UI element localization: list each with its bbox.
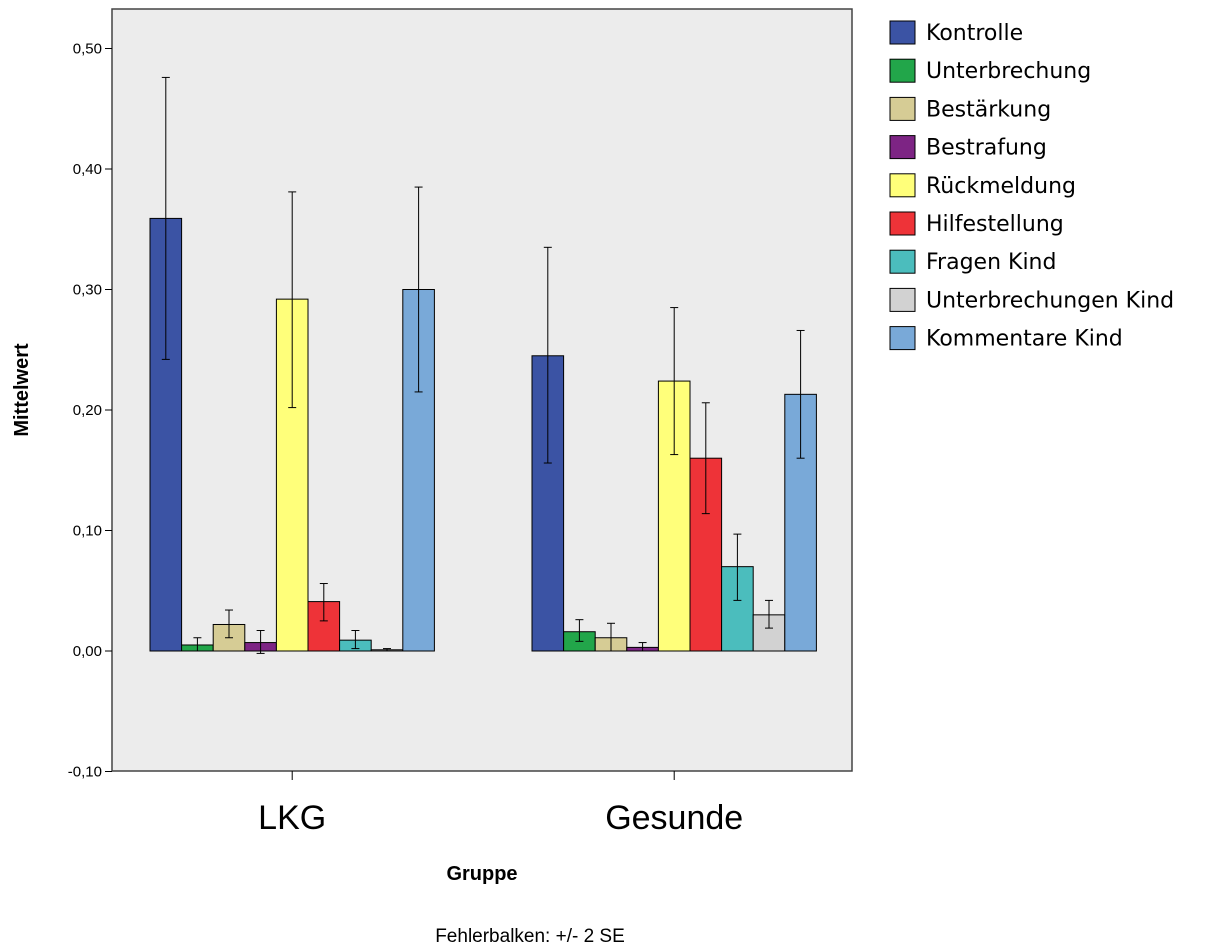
y-axis: -0,10 0,00 0,10 0,20 0,30 0,40 0,50 [68, 41, 112, 781]
legend-swatch [889, 326, 916, 351]
legend-swatch [889, 96, 916, 121]
legend-swatch [889, 211, 916, 236]
legend-label: Rückmeldung [926, 174, 1076, 199]
y-tick-label: 0,20 [73, 402, 102, 419]
error-bar [796, 329, 805, 459]
legend-item: Rückmeldung [889, 173, 1076, 199]
error-bar [543, 246, 552, 464]
legend-label: Unterbrechungen Kind [926, 288, 1174, 313]
legend-label: Kontrolle [926, 21, 1023, 46]
legend-swatch [889, 20, 916, 45]
legend-label: Hilfestellung [926, 212, 1064, 237]
legend-label: Fragen Kind [926, 250, 1056, 275]
error-bar [256, 630, 265, 654]
y-tick-label: 0,30 [73, 282, 102, 299]
x-category-label: LKG [258, 799, 326, 837]
legend-item: Kontrolle [889, 20, 1023, 46]
y-tick-label: 0,00 [73, 643, 102, 660]
error-bar [414, 186, 423, 393]
error-bar-footnote: Fehlerbalken: +/- 2 SE [435, 926, 625, 947]
error-bar [733, 533, 742, 601]
error-bar [225, 609, 233, 639]
error-bar [319, 583, 328, 622]
legend-label: Bestrafung [926, 136, 1047, 161]
legend-swatch [889, 249, 916, 274]
legend-item: Bestrafung [889, 135, 1047, 161]
legend-item: Kommentare Kind [889, 326, 1123, 352]
error-bar [701, 402, 710, 515]
error-bar [351, 630, 360, 650]
legend-label: Kommentare Kind [926, 327, 1123, 352]
legend-swatch [889, 173, 916, 198]
error-bar [193, 637, 202, 652]
error-bar [765, 599, 773, 629]
legend-label: Unterbrechung [926, 59, 1091, 84]
legend-swatch [889, 287, 916, 312]
error-bar [383, 648, 391, 652]
error-bar [161, 76, 170, 360]
y-tick-label: 0,10 [73, 523, 102, 540]
legend-item: Hilfestellung [889, 211, 1064, 237]
legend-item: Bestärkung [889, 96, 1051, 122]
y-tick-label: 0,50 [73, 41, 102, 58]
error-bar [670, 307, 679, 456]
error-bars [161, 76, 805, 654]
x-axis: LKG Gesunde [258, 771, 743, 837]
y-tick-label: -0,10 [68, 764, 102, 781]
plot-area [111, 8, 853, 772]
legend-label: Bestärkung [926, 97, 1051, 122]
error-bar [607, 622, 615, 652]
legend-item: Unterbrechungen Kind [889, 287, 1174, 313]
y-tick-label: 0,40 [73, 161, 102, 178]
bar [402, 289, 435, 652]
legend: Kontrolle Unterbrechung Bestärkung Bestrafu… [889, 20, 1174, 352]
x-axis-title: Gruppe [446, 863, 517, 885]
legend-swatch [889, 58, 916, 83]
bar [275, 298, 309, 652]
legend-item: Unterbrechung [889, 58, 1091, 84]
error-bar [575, 619, 584, 642]
legend-item: Fragen Kind [889, 249, 1056, 275]
x-category-label: Gesunde [605, 799, 743, 837]
error-bar [288, 191, 297, 409]
error-bar [638, 642, 647, 652]
bar [531, 355, 565, 652]
y-axis-title: Mittelwert [11, 343, 33, 437]
legend-swatch [889, 135, 916, 160]
